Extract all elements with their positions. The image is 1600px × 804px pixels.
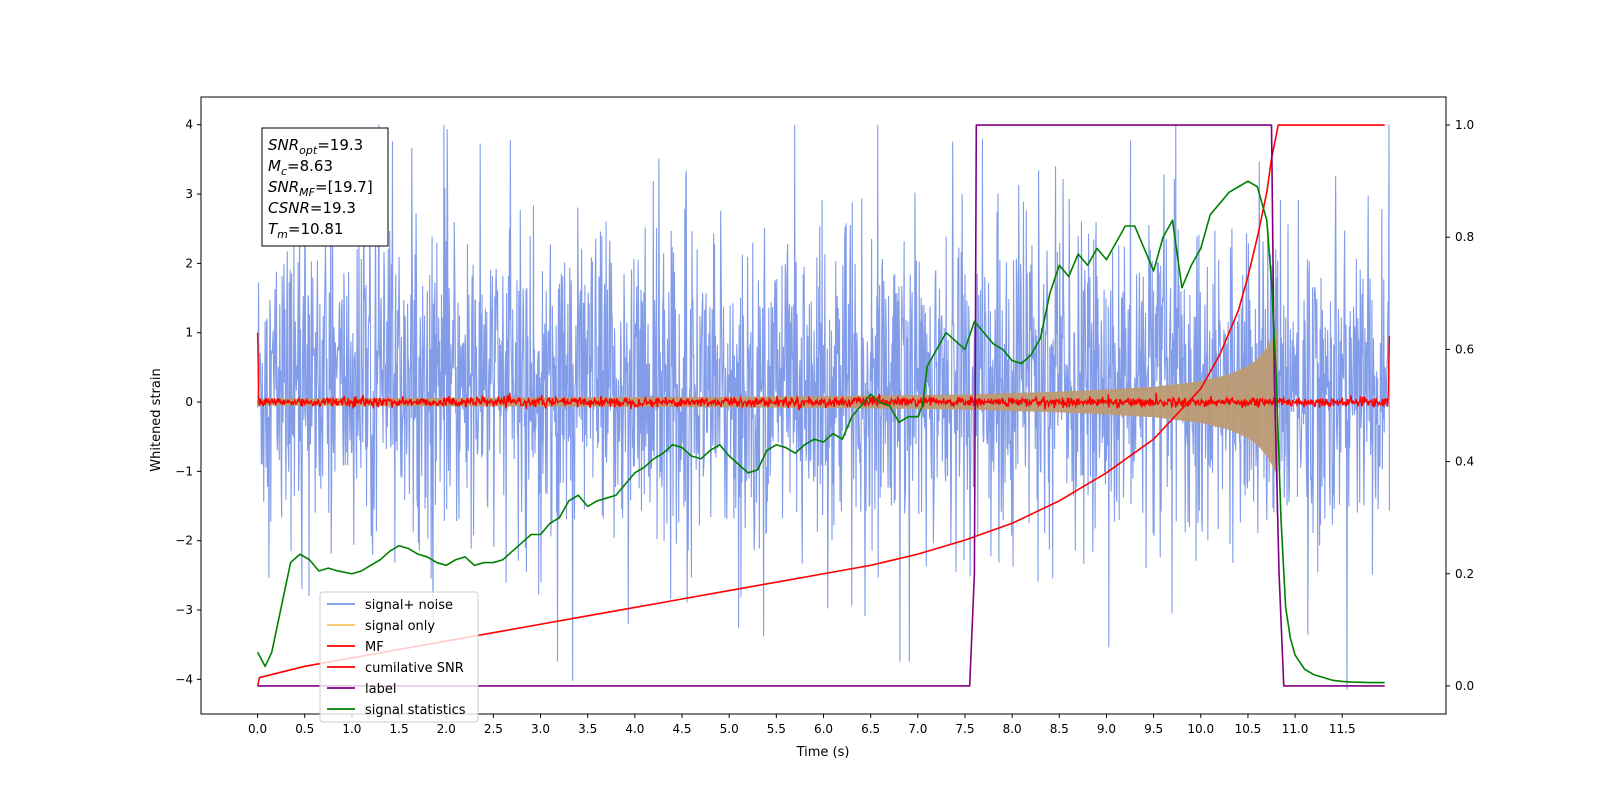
annotation-line: Tm=10.81: [268, 220, 343, 241]
y2-tick-label: 0.4: [1455, 455, 1474, 469]
y-tick-label: −3: [175, 603, 193, 617]
legend-label: cumilative SNR: [365, 661, 464, 676]
legend-label: signal+ noise: [365, 598, 453, 613]
y2-tick-label: 0.8: [1455, 230, 1474, 244]
y-tick-label: −2: [175, 534, 193, 548]
x-tick-label: 4.0: [625, 722, 644, 736]
y-axis-label: Whitened strain: [149, 368, 164, 471]
y2-tick-label: 0.6: [1455, 342, 1474, 356]
x-axis: 0.0 0.5 1.0 1.5 2.0 2.5 3.0 3.5 4.0 4.5 5.0 5.5 6.0 6…: [248, 714, 1356, 736]
y-axis-right: 1.0 0.8 0.6 0.4 0.2 0.0: [1446, 118, 1474, 693]
annotation-line: SNRMF=[19.7]: [268, 178, 373, 199]
legend-label: MF: [365, 640, 384, 655]
legend: signal+ noise signal only MF cumilative SNR…: [319, 591, 479, 723]
x-tick-label: 1.0: [342, 722, 361, 736]
x-tick-label: 3.0: [531, 722, 550, 736]
series-mf: [256, 332, 1391, 411]
y-axis-left: 4 3 2 1 0 −1 −2 −3 −4: [175, 118, 201, 686]
x-tick-label: 11.0: [1282, 722, 1309, 736]
x-tick-label: 11.5: [1329, 722, 1356, 736]
series-label: [257, 124, 1385, 687]
y-tick-label: 3: [185, 187, 193, 201]
x-tick-label: 6.5: [861, 722, 880, 736]
x-tick-label: 8.5: [1050, 722, 1069, 736]
x-tick-label: 5.5: [767, 722, 786, 736]
x-tick-label: 0.5: [295, 722, 314, 736]
annotation-frame: [261, 127, 389, 247]
x-tick-label: 7.5: [955, 722, 974, 736]
annotation-line: Mc=8.63: [268, 157, 333, 178]
x-tick-label: 7.0: [908, 722, 927, 736]
legend-label: signal statistics: [365, 703, 466, 718]
y-tick-label: 0: [185, 395, 193, 409]
x-tick-label: 3.5: [578, 722, 597, 736]
x-tick-label: 5.0: [720, 722, 739, 736]
y-tick-label: 4: [185, 118, 193, 132]
y2-tick-label: 1.0: [1455, 118, 1474, 132]
annotation-line: SNRopt=19.3: [268, 136, 363, 157]
x-tick-label: 9.5: [1144, 722, 1163, 736]
y-tick-label: −4: [175, 672, 193, 686]
x-tick-label: 4.5: [672, 722, 691, 736]
y-tick-label: −1: [175, 464, 193, 478]
y2-tick-label: 0.2: [1455, 567, 1474, 581]
x-tick-label: 2.0: [437, 722, 456, 736]
x-tick-label: 8.0: [1003, 722, 1022, 736]
x-tick-label: 6.0: [814, 722, 833, 736]
y-tick-label: 2: [185, 256, 193, 270]
left-axis-series: [256, 124, 1391, 690]
x-tick-label: 0.0: [248, 722, 267, 736]
x-tick-label: 9.0: [1097, 722, 1116, 736]
x-tick-label: 10.0: [1187, 722, 1214, 736]
series-signal-statistics: [256, 180, 1385, 684]
legend-label: signal only: [365, 619, 435, 634]
legend-label: label: [365, 682, 396, 697]
x-tick-label: 1.5: [390, 722, 409, 736]
y-tick-label: 1: [185, 326, 193, 340]
x-tick-label: 2.5: [484, 722, 503, 736]
legend-frame: [319, 591, 479, 723]
annotation-line: CSNR=19.3: [268, 199, 356, 217]
y2-tick-label: 0.0: [1455, 679, 1474, 693]
x-axis-label: Time (s): [796, 745, 850, 760]
x-tick-label: 10.5: [1235, 722, 1262, 736]
